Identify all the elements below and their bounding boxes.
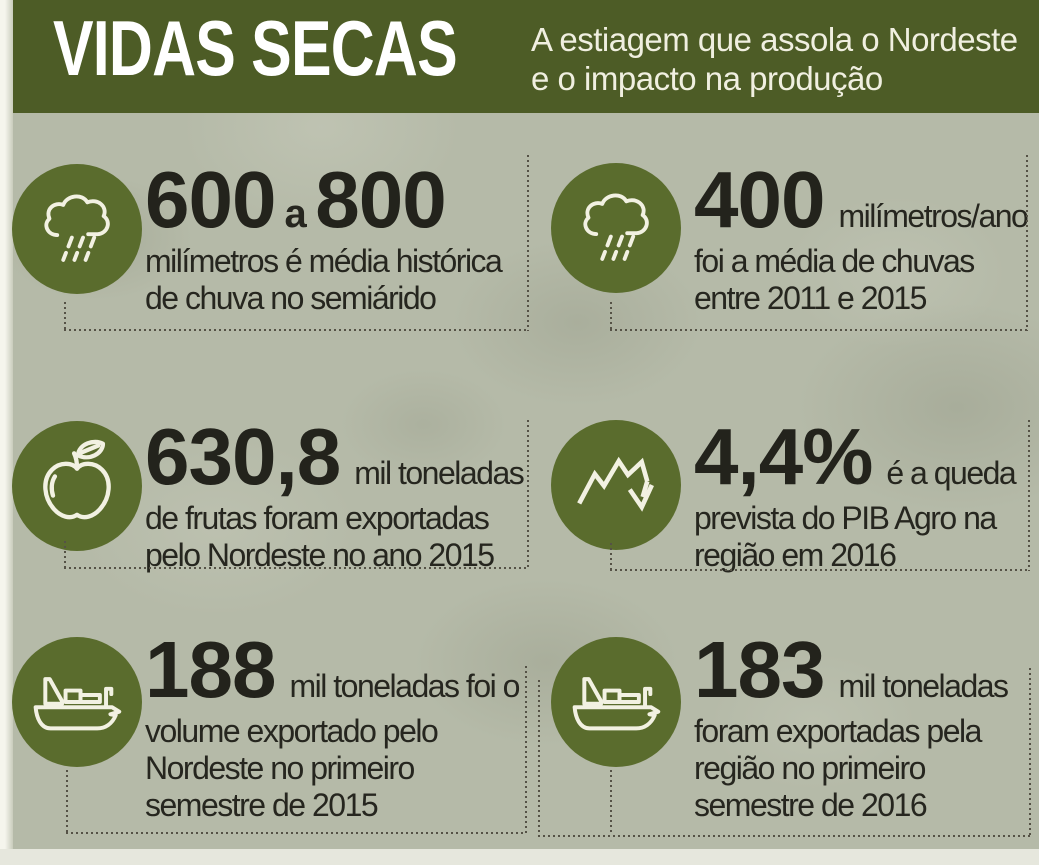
stat-description-line: foi a média de chuvas bbox=[694, 243, 975, 279]
stat-value: 4,4% bbox=[694, 412, 873, 501]
stat-description-line: região em 2016 bbox=[694, 537, 897, 573]
dotted-guide bbox=[538, 680, 540, 835]
stat-headline: 630,8 mil toneladas bbox=[145, 417, 525, 497]
dotted-guide bbox=[1026, 155, 1028, 331]
apple-icon bbox=[43, 439, 111, 520]
stat-description-line: de frutas foram exportadas bbox=[145, 500, 490, 536]
dotted-guide bbox=[610, 329, 1027, 331]
stat-description-line: volume exportado pelo bbox=[145, 713, 439, 749]
stat-description-line: prevista do PIB Agro na bbox=[694, 500, 997, 536]
subtitle-line-1: A estiagem que assola o Nordeste bbox=[531, 21, 1018, 58]
stat-description-line: entre 2011 e 2015 bbox=[694, 280, 927, 316]
stat-description-line: semestre de 2015 bbox=[145, 787, 379, 823]
stat-value: 630,8 bbox=[145, 412, 341, 501]
stat-description-line: milímetros é média histórica bbox=[145, 243, 503, 279]
stat-connector: a bbox=[284, 192, 307, 236]
stat-description-line: de chuva no semiárido bbox=[145, 280, 437, 316]
stat-unit: mil toneladas bbox=[354, 455, 525, 491]
dotted-guide bbox=[1029, 668, 1031, 835]
stat-text: 400 milímetros/ano foi a média de chuvas … bbox=[694, 160, 1029, 317]
stat-icon-circle bbox=[12, 421, 142, 551]
dotted-guide bbox=[610, 569, 1029, 571]
dotted-guide bbox=[66, 832, 525, 834]
declining-line-chart-icon bbox=[577, 456, 654, 512]
stat-value: 600 bbox=[145, 155, 276, 244]
stat-value: 183 bbox=[694, 625, 825, 714]
page-left-edge bbox=[0, 0, 13, 865]
dotted-guide bbox=[527, 155, 529, 331]
stat-unit: milímetros/ano bbox=[838, 198, 1028, 234]
stat-value-2: 800 bbox=[315, 155, 446, 244]
stat-unit: mil toneladas bbox=[838, 668, 1009, 704]
stat-text: 600 a 800 milímetros é média histórica de … bbox=[145, 160, 503, 317]
dotted-guide bbox=[64, 541, 66, 567]
stat-text: 4,4% é a queda prevista do PIB Agro na re… bbox=[694, 417, 1017, 574]
page-title: VIDAS SECAS bbox=[53, 4, 458, 92]
page-bottom-edge bbox=[0, 849, 1039, 865]
dotted-guide bbox=[66, 770, 68, 832]
stat-icon-circle bbox=[12, 164, 142, 294]
stat-text: 630,8 mil toneladas de frutas foram expor… bbox=[145, 417, 525, 574]
stat-value: 400 bbox=[694, 155, 825, 244]
stat-description-line: Nordeste no primeiro bbox=[145, 750, 415, 786]
subtitle-line-2: e o impacto na produção bbox=[531, 60, 883, 97]
stat-icon-circle bbox=[551, 420, 681, 550]
stat-headline: 600 a 800 bbox=[145, 160, 501, 240]
stat-icon-circle bbox=[12, 637, 142, 767]
textured-background bbox=[13, 0, 1039, 849]
stat-icon-circle bbox=[551, 163, 681, 293]
dotted-guide bbox=[1028, 420, 1030, 571]
stat-icon-circle bbox=[551, 637, 681, 767]
dotted-guide bbox=[525, 666, 527, 833]
rain-cloud-icon bbox=[583, 193, 649, 261]
stat-description-line: região no primeiro bbox=[694, 750, 926, 786]
stat-headline: 400 milímetros/ano bbox=[694, 160, 1029, 240]
stat-headline: 4,4% é a queda bbox=[694, 417, 1017, 497]
stat-description-line: foram exportadas pela bbox=[694, 713, 982, 749]
stat-unit: mil toneladas foi o bbox=[289, 668, 520, 704]
stat-value: 188 bbox=[145, 625, 276, 714]
dotted-guide bbox=[527, 420, 529, 569]
stat-headline: 188 mil toneladas foi o bbox=[145, 630, 520, 710]
cargo-ship-icon bbox=[33, 677, 122, 731]
dotted-guide bbox=[610, 543, 612, 569]
dotted-guide bbox=[538, 835, 1031, 837]
stat-unit: é a queda bbox=[886, 455, 1016, 491]
cargo-ship-icon bbox=[572, 677, 661, 731]
dotted-guide bbox=[64, 329, 528, 331]
header-bar: VIDAS SECAS A estiagem que assola o Nord… bbox=[13, 0, 1039, 113]
dotted-guide bbox=[610, 302, 612, 329]
page-subtitle: A estiagem que assola o Nordeste e o imp… bbox=[531, 20, 1018, 98]
stat-description-line: semestre de 2016 bbox=[694, 787, 928, 823]
dotted-guide bbox=[64, 567, 528, 569]
stat-text: 188 mil toneladas foi o volume exportado … bbox=[145, 630, 520, 824]
stat-headline: 183 mil toneladas bbox=[694, 630, 1009, 710]
dotted-guide bbox=[610, 770, 612, 835]
stat-text: 183 mil toneladas foram exportadas pela r… bbox=[694, 630, 1009, 824]
dotted-guide bbox=[64, 302, 66, 329]
rain-cloud-icon bbox=[44, 194, 110, 262]
